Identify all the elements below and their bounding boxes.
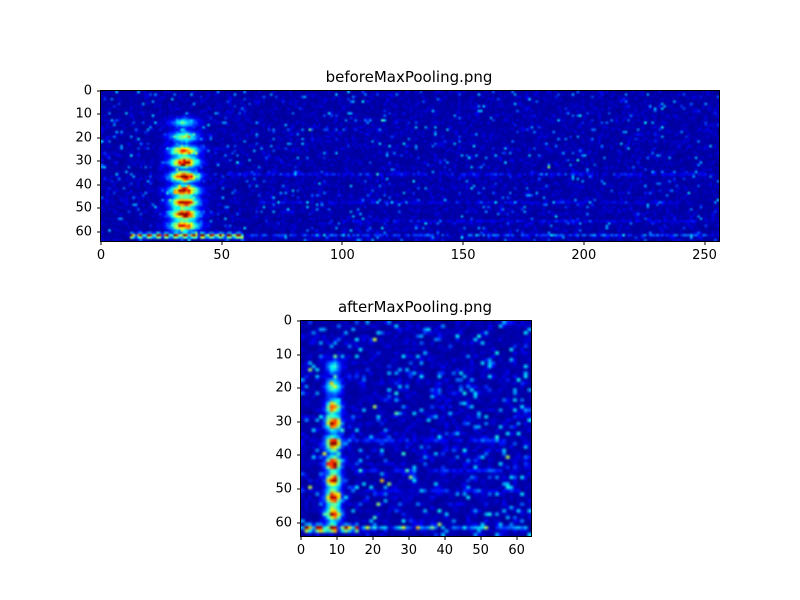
- x-tick-label: 50: [472, 543, 489, 558]
- y-tick-label: 50: [75, 200, 92, 216]
- y-tick-label: 0: [83, 83, 92, 99]
- x-tick-mark: [221, 241, 223, 245]
- x-tick-mark: [516, 536, 518, 540]
- x-tick-mark: [372, 536, 374, 540]
- x-tick-mark: [462, 241, 464, 245]
- y-tick-mark: [97, 90, 101, 92]
- x-tick-mark: [300, 536, 302, 540]
- y-tick-mark: [97, 231, 101, 233]
- y-tick-label: 0: [283, 313, 292, 329]
- y-tick-mark: [297, 387, 301, 389]
- x-tick-label: 0: [96, 248, 106, 263]
- y-tick-label: 40: [75, 177, 92, 193]
- x-tick-label: 50: [213, 248, 230, 263]
- y-tick-mark: [297, 454, 301, 456]
- after-maxpooling-heatmap: [301, 321, 531, 536]
- chart-title-before: beforeMaxPooling.png: [325, 68, 493, 86]
- y-tick-mark: [297, 421, 301, 423]
- x-tick-label: 200: [571, 248, 597, 263]
- y-tick-label: 20: [75, 130, 92, 146]
- y-tick-mark: [297, 522, 301, 524]
- y-tick-label: 60: [75, 224, 92, 240]
- plot-area-0: 0 50 100 150 200 250 0 10 20 30 40 50 60: [75, 85, 720, 262]
- y-tick-mark: [97, 113, 101, 115]
- y-tick-mark: [297, 320, 301, 322]
- y-tick-label: 50: [275, 481, 292, 497]
- x-tick-mark: [583, 241, 585, 245]
- x-tick-label: 20: [364, 543, 382, 558]
- y-tick-mark: [97, 184, 101, 186]
- x-tick-label: 150: [450, 248, 476, 263]
- x-tick-mark: [341, 241, 343, 245]
- x-tick-mark: [480, 536, 482, 540]
- x-tick-label: 250: [692, 248, 717, 263]
- y-tick-label: 10: [75, 106, 92, 122]
- x-tick-label: 40: [436, 543, 454, 558]
- x-tick-mark: [704, 241, 706, 245]
- x-tick-mark: [408, 536, 410, 540]
- y-tick-label: 20: [275, 380, 292, 396]
- y-tick-mark: [97, 137, 101, 139]
- y-tick-mark: [97, 160, 101, 162]
- plot-area-1: 0 10 20 30 40 50 60 0 10 20 30 40 50 60: [275, 315, 532, 557]
- x-tick-label: 10: [328, 543, 346, 558]
- y-tick-label: 40: [275, 447, 292, 463]
- before-maxpooling-heatmap: [101, 91, 719, 241]
- x-tick-label: 100: [329, 248, 355, 263]
- x-tick-mark: [336, 536, 338, 540]
- y-tick-mark: [297, 354, 301, 356]
- x-tick-label: 30: [400, 543, 418, 558]
- y-tick-mark: [297, 488, 301, 490]
- y-tick-label: 30: [75, 153, 92, 169]
- y-tick-label: 10: [275, 347, 292, 363]
- x-tick-label: 60: [508, 543, 525, 558]
- x-tick-label: 0: [296, 543, 306, 558]
- x-tick-mark: [100, 241, 102, 245]
- y-tick-label: 60: [275, 515, 292, 531]
- chart-title-after: afterMaxPooling.png: [337, 298, 493, 316]
- y-tick-mark: [97, 207, 101, 209]
- y-tick-label: 30: [275, 414, 292, 430]
- x-tick-mark: [444, 536, 446, 540]
